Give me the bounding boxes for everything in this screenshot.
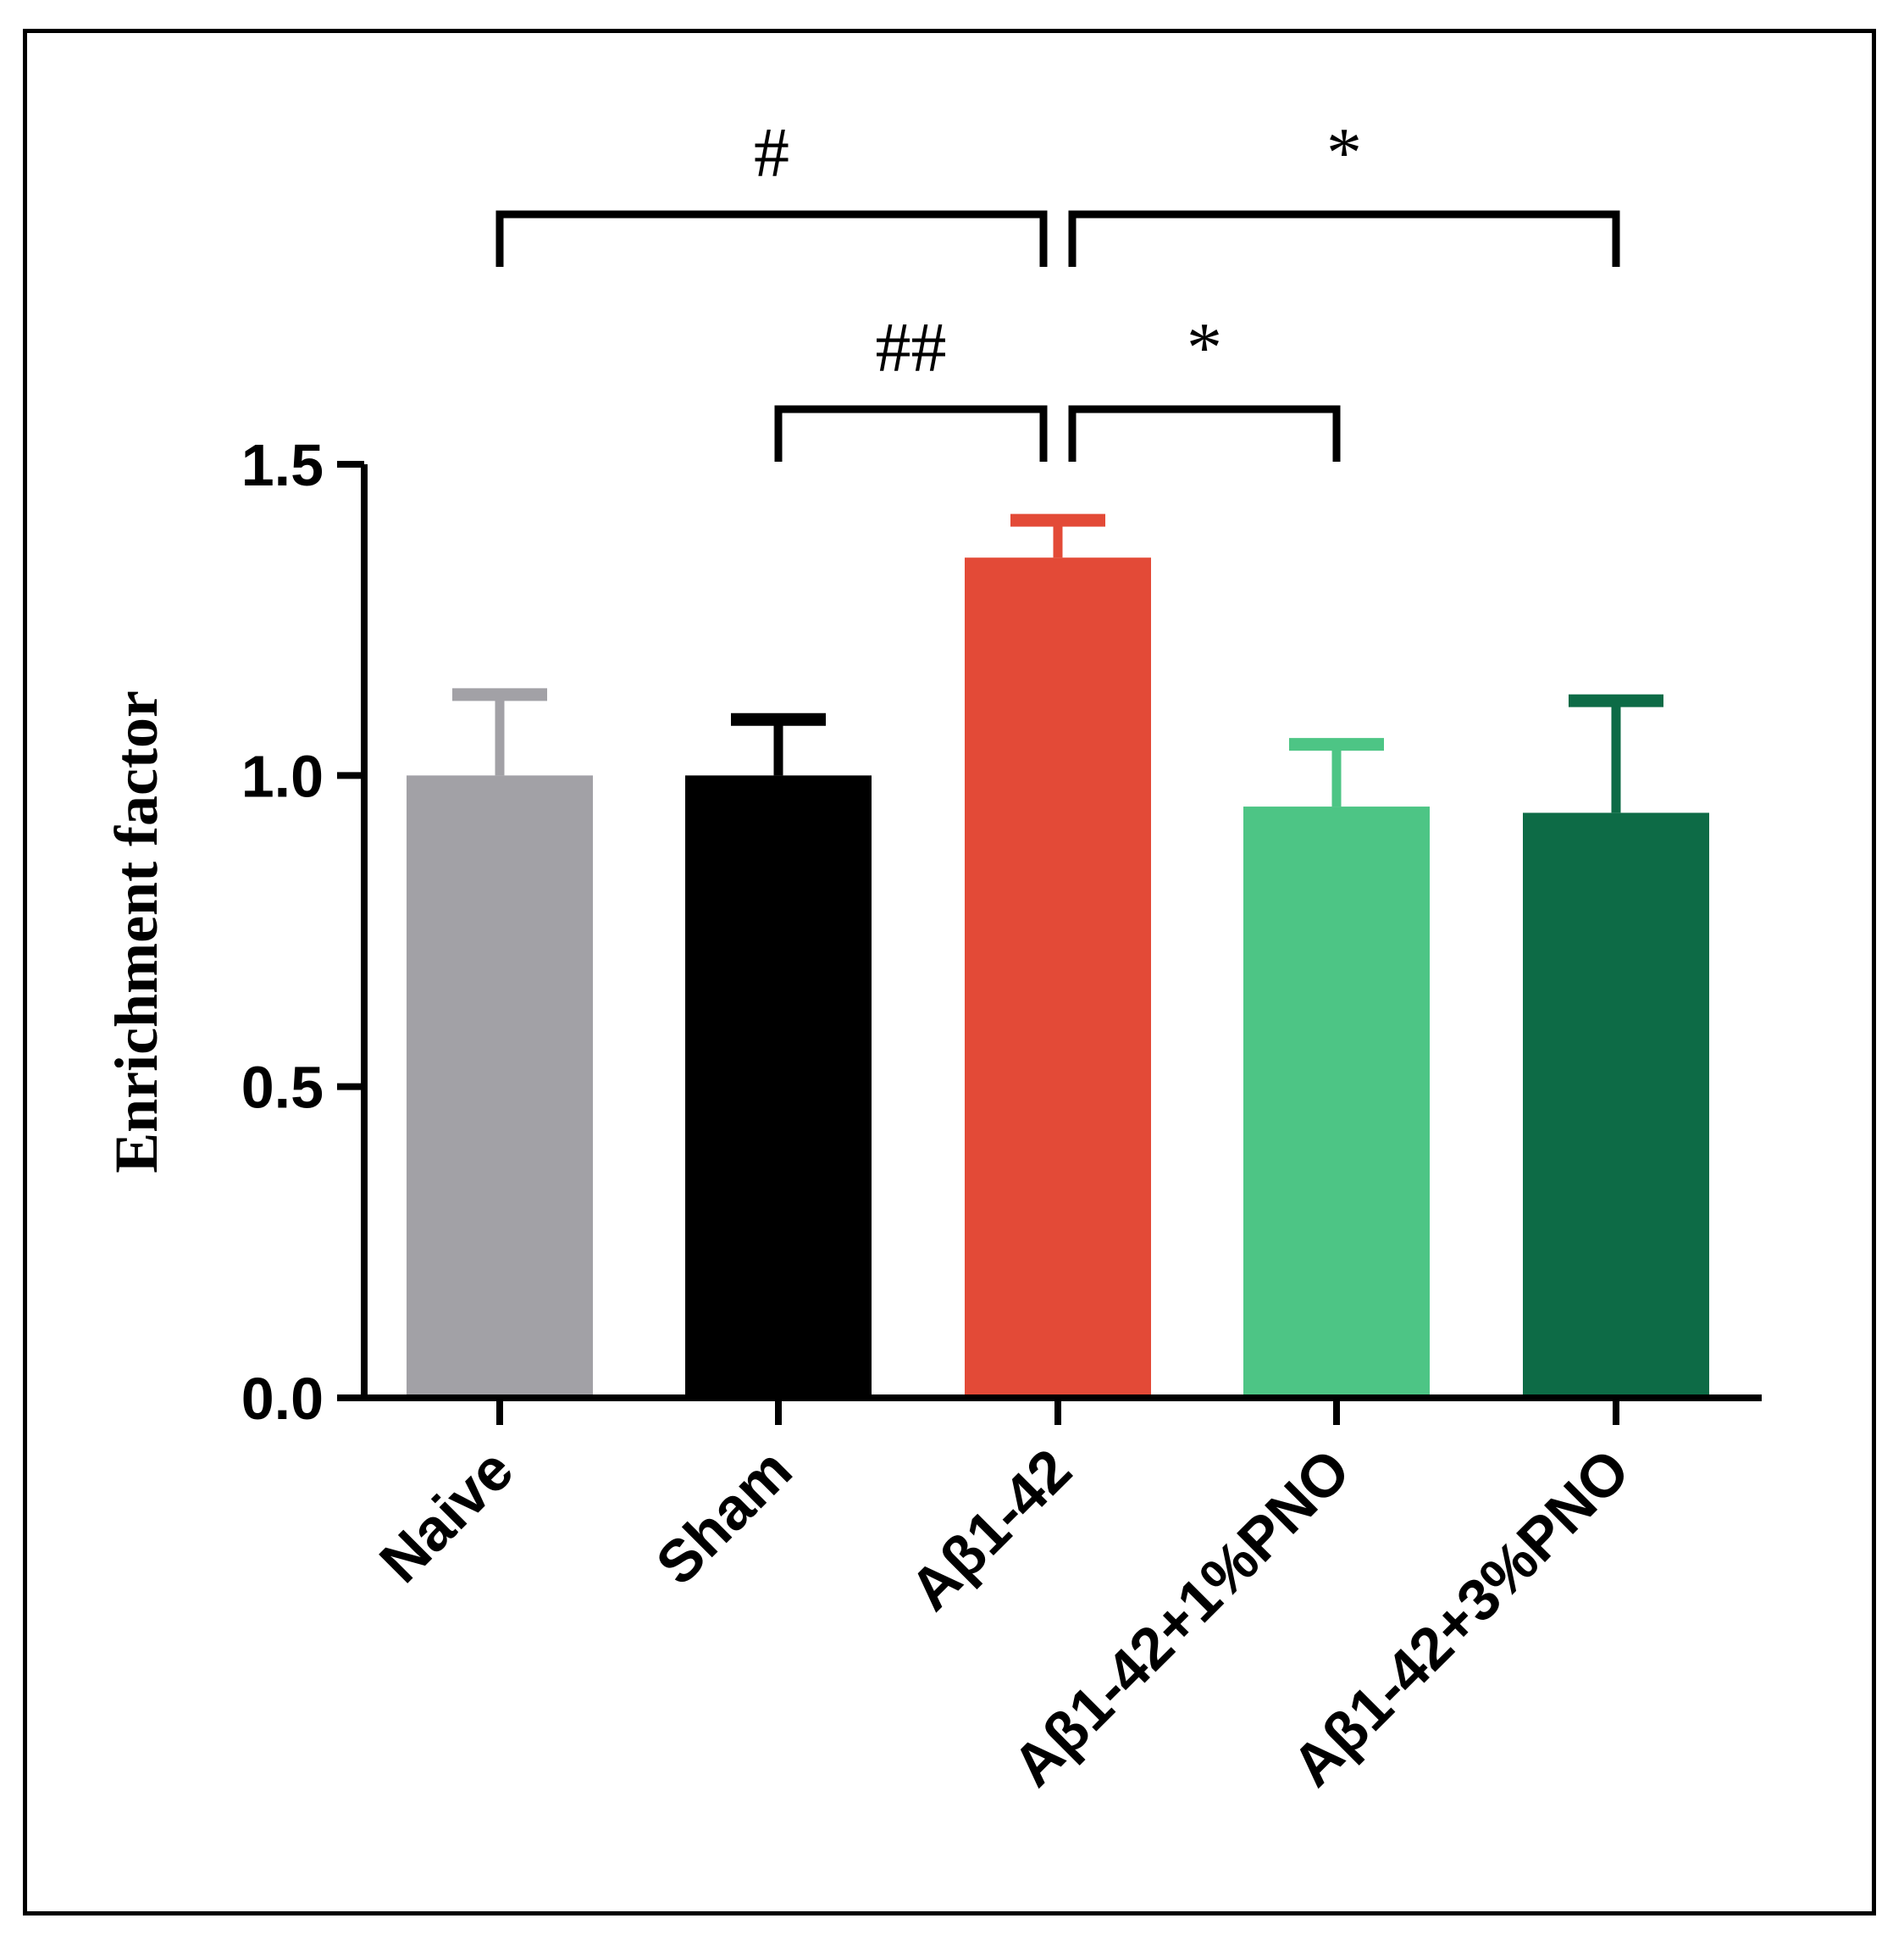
x-tick-label-1: Sham (644, 1436, 805, 1597)
significance-bracket-3 (1068, 405, 1341, 462)
significance-bracket-2 (774, 405, 1048, 462)
y-tick-label-3: 1.5 (241, 432, 324, 498)
x-tick-label-2: Aβ1-42 (897, 1436, 1083, 1622)
significance-label-0: # (754, 114, 789, 192)
bar-4 (1523, 812, 1709, 1398)
significance-label-3: * (1187, 308, 1222, 387)
significance-bracket-1 (1068, 210, 1620, 267)
bar-1 (685, 775, 872, 1398)
y-ticks-layer: 0.0 0.5 1.0 1.5 (241, 432, 364, 1432)
bar-0 (407, 775, 593, 1398)
significance-label-1: * (1326, 114, 1362, 192)
bars-layer (407, 557, 1709, 1398)
significance-layer: # * ## * (495, 114, 1620, 462)
bar-2 (965, 557, 1151, 1398)
y-tick-label-1: 0.5 (241, 1055, 324, 1121)
bar-3 (1243, 807, 1430, 1398)
x-tick-label-0: Naive (367, 1436, 525, 1594)
y-tick-label-0: 0.0 (241, 1366, 324, 1432)
y-axis-label: Enrichment factor (102, 690, 170, 1173)
error-bars-layer (452, 513, 1663, 813)
y-tick-label-2: 1.0 (241, 743, 324, 809)
significance-label-2: ## (876, 308, 947, 387)
significance-bracket-0 (495, 210, 1048, 267)
